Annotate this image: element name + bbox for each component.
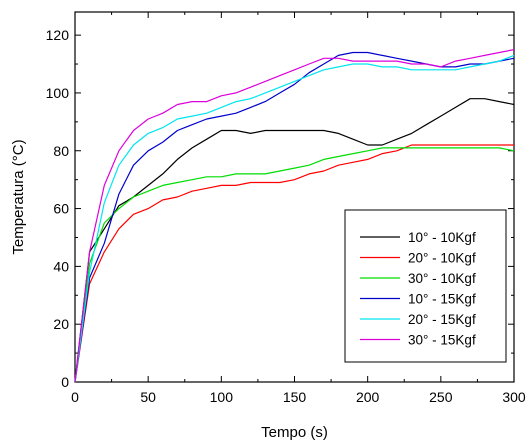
series-lines	[74, 49, 515, 383]
legend-box	[344, 209, 507, 363]
y-tick-label: 20	[53, 316, 69, 332]
series-line	[74, 54, 515, 383]
y-tick-label: 60	[53, 201, 69, 217]
x-axis-label: Tempo (s)	[261, 424, 328, 441]
legend-label: 30° - 10Kgf	[408, 271, 476, 286]
x-tick-label: 50	[140, 389, 156, 405]
y-tick-label: 100	[46, 85, 70, 101]
legend-label: 20° - 10Kgf	[408, 251, 476, 266]
legend-label: 10° - 10Kgf	[408, 230, 476, 245]
x-tick-label: 200	[356, 389, 380, 405]
x-tick-label: 100	[210, 389, 234, 405]
y-tick-label: 80	[53, 143, 69, 159]
x-tick-label: 150	[283, 389, 307, 405]
series-line	[74, 98, 515, 383]
y-tick-label: 120	[46, 27, 70, 43]
x-tick-label: 300	[502, 389, 526, 405]
series-line	[74, 49, 515, 383]
x-tick-label: 250	[429, 389, 453, 405]
y-axis-label: Temperatura (°C)	[10, 139, 27, 254]
series-line	[74, 147, 515, 383]
legend-label: 30° - 15Kgf	[408, 333, 476, 348]
y-tick-label: 0	[61, 374, 69, 390]
series-line	[74, 144, 514, 383]
x-tick-label: 0	[71, 389, 79, 405]
legend: 10° - 10Kgf 20° - 10Kgf 30° - 10Kgf 10° - 1…	[344, 209, 507, 363]
y-tick-label: 40	[53, 258, 69, 274]
legend-label: 10° - 15Kgf	[408, 292, 476, 307]
y-axis-ticks: 0 20 40 60 80 100 120	[46, 27, 514, 390]
x-axis-ticks: 0 50 100 150 200 250 300	[71, 12, 526, 405]
legend-label: 20° - 15Kgf	[408, 312, 476, 327]
